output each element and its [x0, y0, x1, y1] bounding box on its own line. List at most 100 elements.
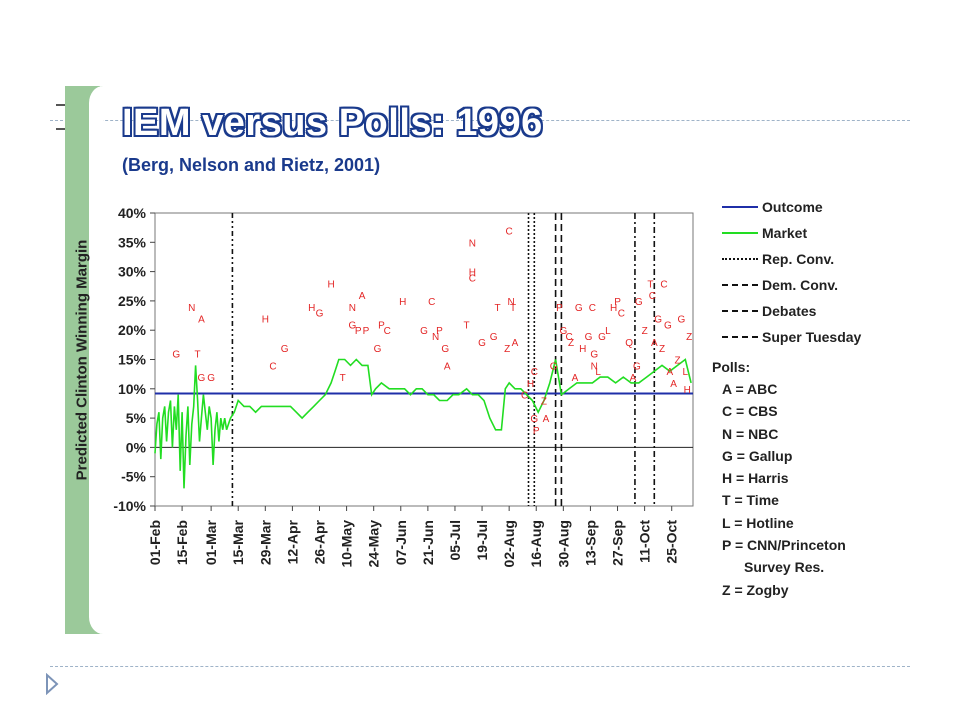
- poll-point: A: [359, 291, 366, 302]
- poll-point: T: [494, 303, 500, 314]
- polls-key-item: P = CNN/Princeton: [722, 537, 846, 554]
- title-panel-corner: [86, 86, 103, 634]
- poll-point: N: [349, 303, 356, 314]
- poll-point: H: [684, 385, 691, 396]
- poll-point: H: [610, 303, 617, 314]
- poll-point: G: [281, 344, 289, 355]
- poll-point: G: [550, 361, 558, 372]
- x-tick-label: 15-Mar: [230, 519, 246, 565]
- polls-key: Polls: A = ABC C = CBS N = NBC G = Gallup H …: [712, 356, 846, 601]
- polls-key-item: C = CBS: [722, 403, 778, 420]
- legend-item: Market: [722, 220, 861, 246]
- poll-point: G: [575, 303, 583, 314]
- poll-point: A: [572, 373, 579, 384]
- legend-label: Dem. Conv.: [762, 277, 838, 293]
- poll-point: T: [647, 279, 653, 290]
- poll-point: Z: [659, 344, 665, 355]
- poll-point: G: [349, 320, 357, 331]
- y-tick-label: 20%: [118, 322, 147, 338]
- legend-swatch: [722, 258, 758, 260]
- y-tick-label: 0%: [126, 439, 147, 455]
- polls-key-item: Survey Res.: [744, 559, 825, 576]
- poll-point: G: [316, 309, 324, 320]
- poll-point: C: [506, 227, 513, 238]
- polls-key-item: A = ABC: [722, 381, 778, 397]
- poll-point: C: [618, 309, 625, 320]
- market-line: [154, 358, 692, 489]
- poll-point: L: [682, 367, 688, 378]
- x-tick-label: 25-Oct: [664, 520, 680, 564]
- poll-point: P: [436, 326, 443, 337]
- x-tick-label: 27-Sep: [610, 520, 626, 566]
- poll-point: H: [527, 379, 534, 390]
- bullet-triangle-icon: [46, 673, 59, 695]
- polls-key-item: T = Time: [722, 492, 779, 509]
- poll-point: N: [507, 297, 514, 308]
- y-tick-label: 30%: [118, 264, 147, 280]
- x-tick-label: 01-Feb: [147, 520, 163, 565]
- slide-title: IEM versus Polls: 1996: [122, 102, 543, 144]
- polls-key-item: L = Hotline: [722, 514, 794, 531]
- poll-point: Z: [642, 326, 648, 337]
- poll-point: Z: [568, 338, 574, 349]
- poll-point: H: [262, 314, 269, 325]
- poll-point: A: [512, 338, 519, 349]
- poll-point: G: [664, 320, 672, 331]
- y-tick-label: 15%: [118, 352, 147, 368]
- poll-point: C: [589, 303, 596, 314]
- poll-point: A: [670, 379, 677, 390]
- poll-point: G: [478, 338, 486, 349]
- x-tick-label: 24-May: [366, 520, 382, 568]
- poll-point: Z: [504, 344, 510, 355]
- top-divider: [50, 120, 910, 121]
- legend-swatch: [722, 336, 758, 338]
- poll-point: T: [510, 303, 516, 314]
- y-tick-label: -5%: [121, 469, 146, 485]
- poll-point: C: [521, 391, 528, 402]
- poll-point: P: [614, 297, 621, 308]
- poll-point: G: [677, 314, 685, 325]
- poll-point: G: [530, 414, 538, 425]
- x-tick-label: 10-May: [339, 520, 355, 568]
- poll-point: G: [207, 373, 215, 384]
- poll-point: G: [590, 350, 598, 361]
- poll-point: L: [595, 367, 601, 378]
- polls-key-heading: Polls:: [712, 359, 751, 375]
- y-tick-label: 40%: [118, 205, 147, 221]
- poll-point: Z: [674, 356, 680, 367]
- legend-item: Dem. Conv.: [722, 272, 861, 298]
- polls-key-item: Z = Zogby: [722, 581, 789, 598]
- x-tick-label: 19-Jul: [474, 520, 490, 560]
- legend-swatch: [722, 284, 758, 286]
- poll-point: P: [363, 326, 370, 337]
- poll-point: P: [355, 326, 362, 337]
- poll-point: A: [630, 373, 637, 384]
- legend-item: Debates: [722, 298, 861, 324]
- poll-point: T: [340, 373, 346, 384]
- poll-point: G: [585, 332, 593, 343]
- poll-point: C: [660, 279, 667, 290]
- poll-point: L: [605, 326, 611, 337]
- x-tick-label: 01-Mar: [203, 519, 219, 565]
- poll-point: C: [269, 361, 276, 372]
- poll-point: G: [654, 314, 662, 325]
- poll-point: A: [444, 361, 451, 372]
- y-tick-label: 5%: [126, 410, 147, 426]
- legend-label: Rep. Conv.: [762, 251, 835, 267]
- poll-point: G: [441, 344, 449, 355]
- poll-point: G: [420, 326, 428, 337]
- poll-point: Z: [541, 397, 547, 408]
- poll-point: C: [649, 291, 656, 302]
- poll-point: H: [399, 297, 406, 308]
- legend-label: Debates: [762, 303, 817, 319]
- polls-key-item: H = Harris: [722, 470, 789, 487]
- x-tick-label: 16-Aug: [528, 520, 544, 567]
- x-tick-label: 26-Apr: [311, 519, 327, 564]
- x-tick-label: 02-Aug: [501, 520, 517, 567]
- legend-label: Outcome: [762, 199, 823, 215]
- y-tick-label: 25%: [118, 293, 147, 309]
- poll-point: G: [490, 332, 498, 343]
- legend-label: Market: [762, 225, 808, 241]
- poll-point: G: [374, 344, 382, 355]
